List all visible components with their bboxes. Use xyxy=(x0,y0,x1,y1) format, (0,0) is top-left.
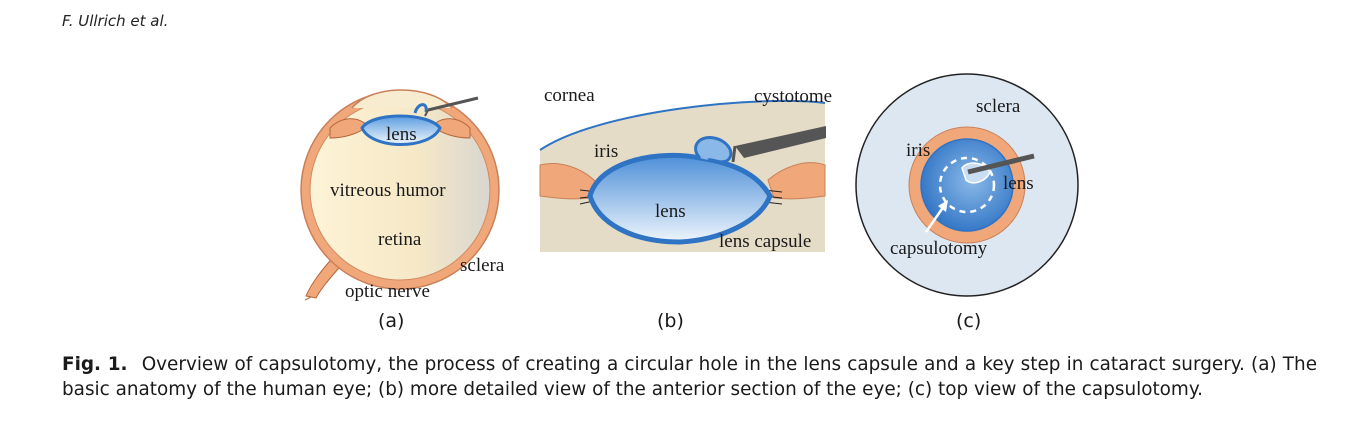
label-optic-nerve: optic nerve xyxy=(345,281,430,302)
cornea-a xyxy=(351,89,453,109)
capsulotomy-arrow xyxy=(924,205,946,233)
label-lens-a: lens xyxy=(386,124,417,145)
lens-shape-a xyxy=(360,114,442,146)
label-sclera-a: sclera xyxy=(460,255,505,276)
sublabel-c: (c) xyxy=(956,310,981,332)
capsule-flap-b xyxy=(694,136,733,164)
label-vitreous-humor: vitreous humor xyxy=(330,180,446,201)
sublabel-a: (a) xyxy=(378,310,404,332)
label-lens-b: lens xyxy=(655,201,686,222)
label-cornea: cornea xyxy=(544,85,595,106)
cystotome-b xyxy=(735,126,826,158)
label-lens-capsule: lens capsule xyxy=(719,231,811,252)
figure-caption: Fig. 1. Overview of capsulotomy, the pro… xyxy=(62,352,1317,402)
cystotome-c xyxy=(967,153,1035,175)
cornea-b xyxy=(540,80,825,150)
capsulotomy-circle xyxy=(938,156,996,214)
label-iris-b: iris xyxy=(594,141,618,162)
iris-right-b xyxy=(767,162,826,200)
cystotome-a xyxy=(427,96,479,112)
caption-text: Overview of capsulotomy, the process of … xyxy=(62,354,1318,400)
lens-shape-b xyxy=(587,153,773,245)
figure-1: lens vitreous humor retina sclera optic … xyxy=(300,73,1079,332)
optic-nerve-shape xyxy=(305,254,345,299)
panel-b-anterior-section: cornea cystotome iris lens lens capsule … xyxy=(539,80,832,332)
caption-label: Fig. 1. xyxy=(62,354,128,375)
label-sclera-c: sclera xyxy=(976,96,1021,117)
label-lens-c: lens xyxy=(1003,173,1034,194)
label-iris-c: iris xyxy=(906,140,930,161)
sublabel-b: (b) xyxy=(657,310,684,332)
label-cystotome: cystotome xyxy=(754,86,832,107)
panel-c-top-view: sclera iris lens capsulotomy (c) xyxy=(855,73,1079,332)
label-capsulotomy: capsulotomy xyxy=(890,238,988,259)
running-head: F. Ullrich et al. xyxy=(62,12,169,30)
label-retina: retina xyxy=(378,229,422,250)
panel-a-eye-anatomy: lens vitreous humor retina sclera optic … xyxy=(300,89,505,332)
